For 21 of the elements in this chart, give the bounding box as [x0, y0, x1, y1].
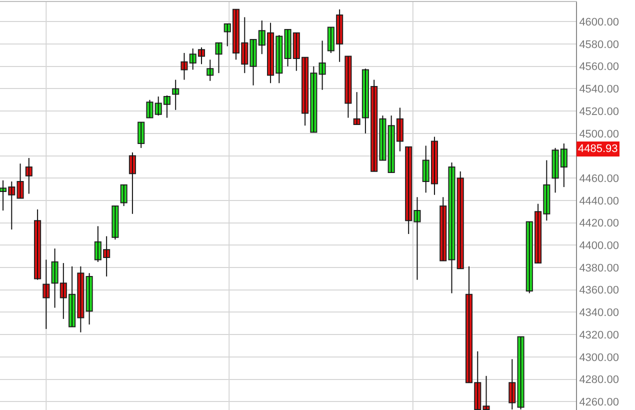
- y-tick-label: 4300.00: [579, 352, 619, 364]
- y-tick-label: 4380.00: [579, 262, 619, 274]
- candlestick: [172, 79, 180, 110]
- y-tick-label: 4520.00: [579, 106, 619, 118]
- y-tick-label: 4260.00: [579, 396, 619, 408]
- y-tick-label: 4320.00: [579, 329, 619, 342]
- candlestick: [206, 59, 214, 82]
- candlestick: [215, 42, 222, 74]
- y-tick-label: 4440.00: [579, 195, 619, 208]
- y-tick-label: 4600.00: [579, 16, 619, 29]
- y-tick-label: 4500.00: [579, 128, 619, 140]
- annotation: 4485.93: [578, 143, 618, 155]
- y-tick-label: 4420.00: [579, 218, 619, 230]
- y-tick-label: 4360.00: [579, 284, 619, 297]
- y-tick-label: 4400.00: [579, 240, 619, 252]
- y-tick-label: 4540.00: [579, 84, 619, 96]
- y-tick-label: 4460.00: [579, 172, 619, 185]
- y-tick-label: 4560.00: [579, 61, 619, 74]
- y-tick-label: 4340.00: [579, 307, 619, 320]
- y-tick-label: 4280.00: [579, 374, 619, 386]
- y-tick-label: 4580.00: [579, 38, 619, 51]
